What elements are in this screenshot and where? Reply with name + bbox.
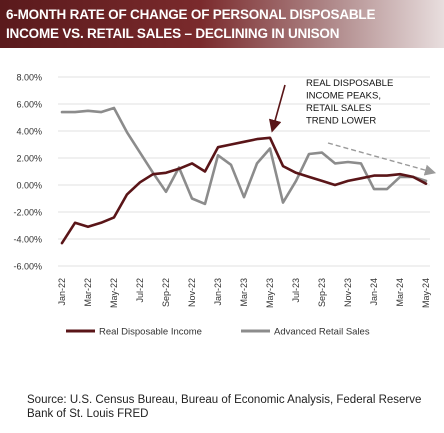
y-axis: 8.00% 6.00% 4.00% 2.00% 0.00% -2.00% -4.00% -6.… (13, 73, 42, 272)
gridlines (58, 76, 430, 267)
annotation-arrow (268, 84, 286, 133)
x-tick-label: Jan-23 (213, 278, 223, 306)
title-banner: 6-MONTH RATE OF CHANGE OF PERSONAL DISPO… (0, 0, 444, 48)
x-tick-label: Mar-24 (395, 278, 405, 307)
x-tick-label: Mar-23 (239, 278, 249, 307)
x-tick-label: Jul-22 (135, 278, 145, 303)
source-note: Source: U.S. Census Bureau, Bureau of Ec… (27, 394, 422, 420)
x-tick-label: Nov-23 (343, 278, 353, 307)
x-tick-label: Sep-23 (317, 278, 327, 307)
x-tick-label: Jan-24 (369, 278, 379, 306)
y-tick-label: 6.00% (16, 100, 42, 110)
x-tick-label: Jan-22 (57, 278, 67, 306)
trend-arrow (327, 142, 437, 176)
y-tick-label: -2.00% (13, 208, 42, 218)
annotation: REAL DISPOSABLE INCOME PEAKS,RETAIL SALES… (268, 78, 437, 176)
chart-title-line-2: INCOME VS. RETAIL SALES – DECLINING IN U… (6, 26, 340, 41)
x-tick-label: May-22 (109, 278, 119, 308)
legend-label-retail: Advanced Retail Sales (274, 327, 370, 338)
series-lines (60, 106, 428, 245)
annotation-text-line: REAL DISPOSABLE (306, 78, 393, 89)
annotation-text-line: INCOME PEAKS, (306, 91, 381, 102)
x-tick-label: Nov-22 (187, 278, 197, 307)
chart-title-line-1: 6-MONTH RATE OF CHANGE OF PERSONAL DISPO… (6, 7, 376, 22)
x-tick-label: May-24 (421, 278, 431, 308)
x-tick-label: Sep-22 (161, 278, 171, 307)
y-tick-label: 4.00% (16, 127, 42, 137)
annotation-text-line: TREND LOWER (306, 116, 376, 127)
series-line-real-disposable-income (60, 136, 428, 245)
legend: Real Disposable Income Advanced Retail Sa… (66, 327, 370, 338)
x-axis: Jan-22 Mar-22 May-22 Jul-22 Sep-22 Nov-22 Jan-… (57, 278, 431, 308)
y-tick-label: 2.00% (16, 154, 42, 164)
series-line-advanced-retail-sales (60, 106, 428, 206)
x-tick-label: May-23 (265, 278, 275, 308)
y-tick-label: 8.00% (16, 73, 42, 83)
y-tick-label: 0.00% (16, 181, 42, 191)
annotation-text-line: RETAIL SALES (306, 103, 371, 114)
x-tick-label: Jul-23 (291, 278, 301, 303)
legend-label-income: Real Disposable Income (99, 327, 202, 338)
y-tick-label: -6.00% (13, 262, 42, 272)
y-tick-label: -4.00% (13, 235, 42, 245)
line-chart: 8.00% 6.00% 4.00% 2.00% 0.00% -2.00% -4.00% -6.… (13, 73, 437, 338)
x-tick-label: Mar-22 (83, 278, 93, 307)
